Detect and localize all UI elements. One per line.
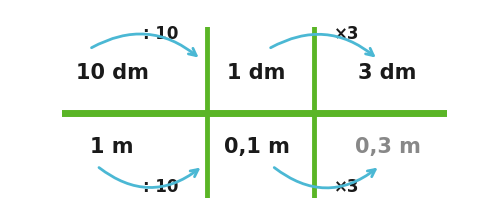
- Text: 0,1 m: 0,1 m: [224, 137, 290, 157]
- Text: 10 dm: 10 dm: [76, 63, 149, 83]
- Text: : 10: : 10: [143, 25, 178, 43]
- Text: 1 dm: 1 dm: [228, 63, 286, 83]
- Text: ×3: ×3: [334, 25, 360, 43]
- Text: 3 dm: 3 dm: [358, 63, 417, 83]
- Text: 1 m: 1 m: [90, 137, 134, 157]
- Text: ×3: ×3: [334, 178, 360, 196]
- Text: : 10: : 10: [143, 178, 178, 196]
- Text: 0,3 m: 0,3 m: [355, 137, 420, 157]
